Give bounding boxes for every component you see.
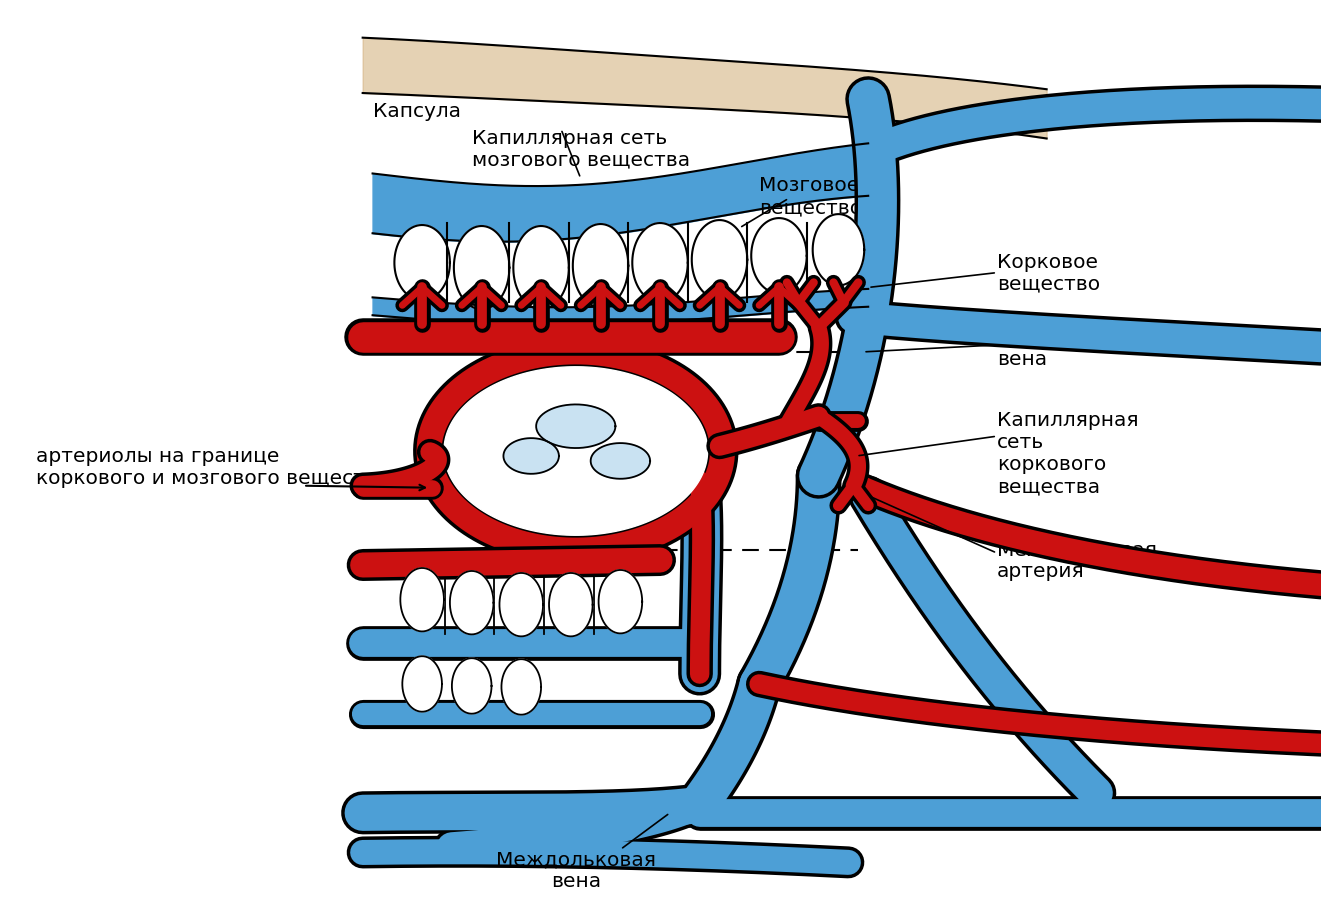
Polygon shape: [536, 405, 616, 448]
Polygon shape: [401, 568, 445, 632]
Polygon shape: [812, 214, 864, 286]
Text: Капиллярная сеть
мозгового вещества: Капиллярная сеть мозгового вещества: [471, 129, 690, 170]
Polygon shape: [573, 224, 628, 307]
Polygon shape: [445, 367, 707, 535]
Text: Междольковая
вена: Междольковая вена: [496, 851, 656, 891]
Polygon shape: [536, 405, 616, 448]
Polygon shape: [402, 656, 442, 712]
Text: Капсула: Капсула: [373, 102, 460, 121]
Polygon shape: [499, 573, 543, 636]
Text: Капиллярная
сеть
коркового
вещества: Капиллярная сеть коркового вещества: [997, 412, 1139, 496]
Polygon shape: [454, 226, 510, 309]
Text: Субкапсулярная
вена: Субкапсулярная вена: [997, 327, 1172, 369]
Polygon shape: [591, 443, 650, 478]
Text: Корковое
вещество: Корковое вещество: [997, 253, 1100, 294]
Polygon shape: [450, 571, 494, 634]
Polygon shape: [503, 438, 559, 474]
Polygon shape: [632, 223, 687, 303]
Polygon shape: [549, 573, 593, 636]
Polygon shape: [422, 347, 727, 555]
Polygon shape: [591, 443, 650, 478]
Text: Мозговое
вещество: Мозговое вещество: [759, 177, 863, 217]
Polygon shape: [502, 660, 541, 714]
Polygon shape: [503, 438, 559, 474]
Polygon shape: [394, 225, 450, 300]
Polygon shape: [514, 226, 569, 309]
Polygon shape: [691, 220, 747, 299]
Polygon shape: [598, 570, 642, 633]
Polygon shape: [751, 218, 807, 294]
Text: Междольковая
артерия: Междольковая артерия: [997, 541, 1157, 581]
Text: артериолы на границе
коркового и мозгового вещества: артериолы на границе коркового и мозгово…: [36, 448, 389, 488]
Polygon shape: [453, 659, 491, 714]
